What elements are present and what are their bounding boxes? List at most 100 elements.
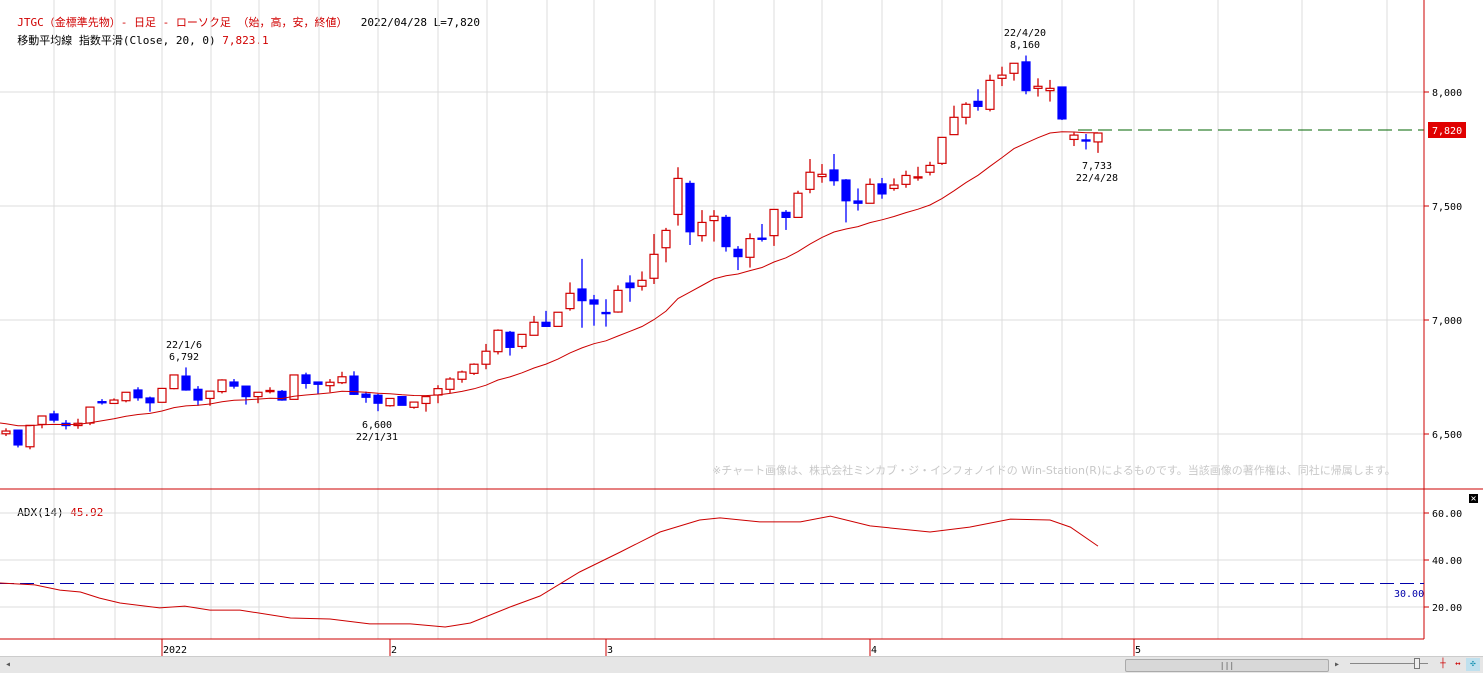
candle-body [1081, 139, 1091, 142]
candle [853, 188, 863, 211]
candle [961, 102, 971, 125]
candle-body [541, 321, 551, 327]
candle [733, 246, 743, 271]
candle [697, 210, 707, 242]
candle-body [697, 221, 707, 237]
candle-body [517, 333, 527, 348]
month-label: 5 [1135, 645, 1141, 656]
candle [877, 177, 887, 199]
candle [229, 379, 239, 389]
candle-body [457, 371, 467, 380]
close-panel-icon[interactable] [1469, 494, 1478, 503]
candle [913, 166, 923, 181]
annotation-low-price: 6,600 [362, 420, 392, 431]
crosshair-icon[interactable]: ✣ [1466, 658, 1480, 671]
annotation-low-date: 22/1/31 [356, 432, 398, 443]
month-label: 2022 [163, 645, 187, 656]
candle-body [469, 363, 479, 374]
candle-body [769, 208, 779, 237]
candle [13, 429, 23, 448]
candle [169, 374, 179, 390]
candle-body [685, 182, 695, 233]
candle-body [553, 311, 563, 327]
candle [841, 179, 851, 223]
scroll-right-icon[interactable]: ▸ [1334, 659, 1341, 670]
candle [673, 167, 683, 226]
time-scrollbar[interactable]: ◂ ||| ▸ ┼ ↔ ✣ [0, 656, 1483, 673]
candle-body [625, 282, 635, 289]
zoom-slider[interactable] [1350, 663, 1428, 664]
candle-body [673, 177, 683, 216]
candle-body [229, 381, 239, 387]
candle [1093, 132, 1103, 153]
candle [253, 391, 263, 404]
candle [541, 310, 551, 327]
candle-body [733, 248, 743, 258]
candle [457, 370, 467, 383]
candle [157, 387, 167, 403]
candle-body [1069, 134, 1079, 141]
candle-body [1021, 61, 1031, 92]
candle [997, 66, 1007, 87]
candle [481, 343, 491, 370]
chart-date: 2022/04/28 [360, 16, 427, 29]
candle-body [841, 179, 851, 202]
candle-body [565, 292, 575, 310]
price-tick-label: 8,000 [1432, 88, 1462, 99]
candle-body [349, 375, 359, 395]
candle-body [793, 192, 803, 218]
candle-body [853, 200, 863, 204]
annotation-last-low-price: 7,733 [1082, 161, 1112, 172]
candle [421, 396, 431, 412]
chart-title: JTGC（金標準先物）- 日足 - ローソク足 （始，高，安，終値） [17, 16, 348, 29]
candle [373, 393, 383, 412]
candle [745, 233, 755, 268]
candle [409, 401, 419, 409]
candle [637, 271, 647, 291]
candle-body [973, 100, 983, 107]
candle [289, 374, 299, 400]
annotation-high-price: 6,792 [169, 352, 199, 363]
scroll-thumb[interactable]: ||| [1125, 659, 1329, 672]
candle [1009, 62, 1019, 81]
expand-icon[interactable]: ↔ [1455, 659, 1461, 669]
candle-body [373, 394, 383, 404]
adx-tick-label: 60.00 [1432, 509, 1462, 520]
candle-body [961, 103, 971, 118]
candle [865, 178, 875, 204]
candle-body [1057, 86, 1067, 120]
candle-body [265, 389, 275, 393]
candle [949, 105, 959, 136]
candle [385, 397, 395, 407]
candle [1069, 132, 1079, 147]
ma-label: 移動平均線 指数平滑(Close, 20, 0) [17, 34, 216, 47]
candle [397, 396, 407, 406]
candle-body [277, 390, 287, 401]
candle [625, 275, 635, 302]
candle-body [421, 396, 431, 405]
candle-body [757, 237, 767, 240]
candle-body [829, 169, 839, 182]
candle [49, 410, 59, 423]
candle-body [529, 321, 539, 336]
candle [493, 329, 503, 355]
candle-body [781, 211, 791, 219]
candle-body [877, 183, 887, 195]
candle-body [985, 79, 995, 110]
copyright-notice: ※チャート画像は、株式会社ミンカブ・ジ・インフォノイドの Win-Station… [712, 464, 1396, 477]
candle [133, 387, 143, 401]
compress-icon[interactable]: ┼ [1440, 659, 1446, 669]
candle-body [1009, 62, 1019, 74]
candle-body [121, 391, 131, 402]
ma-value: 7,823.1 [222, 34, 269, 47]
ma-legend: 移動平均線 指数平滑(Close, 20, 0) 7,823.1 [4, 21, 269, 47]
candle [301, 372, 311, 389]
candle [649, 234, 659, 284]
candle [145, 396, 155, 412]
candle-body [337, 376, 347, 384]
candle [829, 154, 839, 186]
zoom-slider-knob[interactable] [1414, 658, 1420, 669]
adx-tick-label: 40.00 [1432, 556, 1462, 567]
scroll-left-icon[interactable]: ◂ [5, 659, 12, 670]
